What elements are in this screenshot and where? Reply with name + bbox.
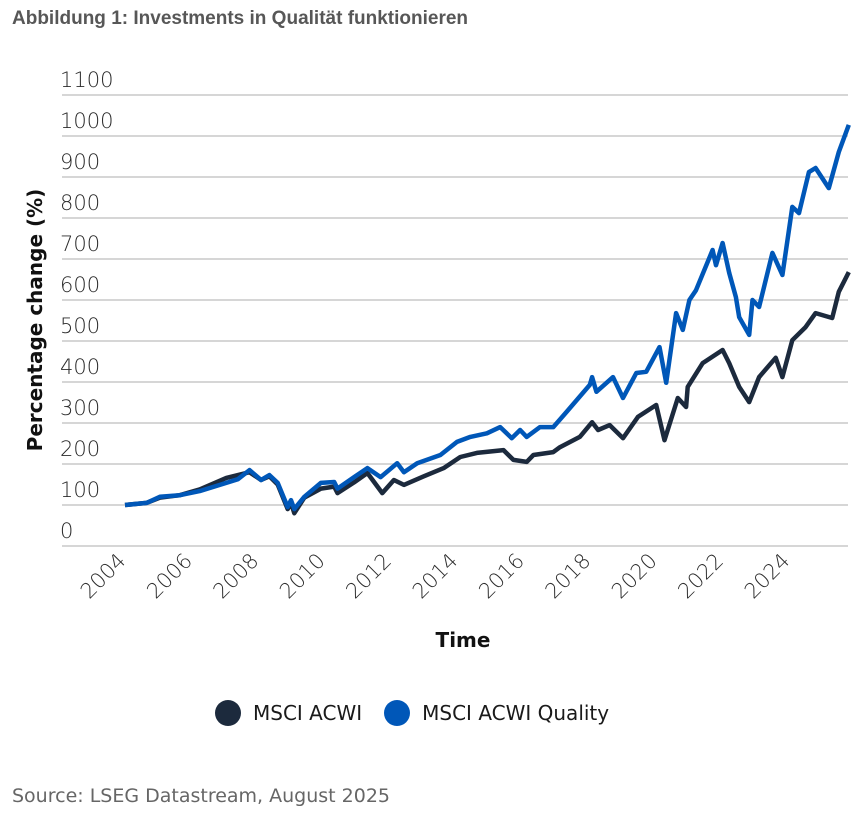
y-tick-label: 800 [60,191,100,215]
x-tick-label: 2012 [341,549,396,604]
x-axis-label: Time [436,628,491,652]
y-tick-label: 1000 [60,109,113,133]
x-tick-label: 2008 [209,549,264,604]
x-tick-label: 2016 [474,549,529,604]
x-tick-label: 2004 [76,549,131,604]
series-line-msci-acwi-quality [124,124,851,512]
x-tick-labels: 2004 2006 2008 2010 2012 2014 2016 2018 2020 2022… [76,549,795,604]
x-tick-label: 2024 [740,549,795,604]
legend-item-msci-acwi: MSCI ACWI [215,700,362,726]
y-tick-label: 900 [60,150,100,174]
chart-title: Abbildung 1: Investments in Qualität fun… [12,8,469,29]
y-tick-labels: 0 100 200 300 400 500 600 700 800 900 1000 1100 [60,68,113,543]
x-tick-label: 2006 [142,549,197,604]
x-tick-label: 2020 [607,549,662,604]
x-tick-label: 2010 [275,549,330,604]
legend-label: MSCI ACWI [253,701,363,725]
y-tick-label: 700 [60,232,100,256]
legend: MSCI ACWI MSCI ACWI Quality [215,700,631,726]
y-tick-label: 0 [60,519,73,543]
legend-label: MSCI ACWI Quality [422,701,610,725]
legend-item-msci-acwi-quality: MSCI ACWI Quality [384,700,609,726]
y-tick-label: 300 [60,396,100,420]
y-tick-label: 200 [60,437,100,461]
x-tick-label: 2014 [408,549,463,604]
y-tick-label: 1100 [60,68,113,92]
y-tick-label: 600 [60,273,100,297]
series-lines [124,124,851,516]
gridlines [62,94,848,547]
y-axis-label: Percentage change (%) [23,189,47,452]
y-tick-label: 500 [60,314,100,338]
y-tick-label: 400 [60,355,100,379]
source-note: Source: LSEG Datastream, August 2025 [12,785,391,807]
x-tick-label: 2022 [673,549,728,604]
line-chart: 0 100 200 300 400 500 600 700 800 900 1000 1100 200… [23,68,851,652]
y-tick-label: 100 [60,478,100,502]
series-line-msci-acwi [124,271,851,516]
x-tick-label: 2018 [541,549,596,604]
legend-swatch-msci-acwi [215,700,241,726]
legend-swatch-msci-acwi-quality [384,700,411,726]
